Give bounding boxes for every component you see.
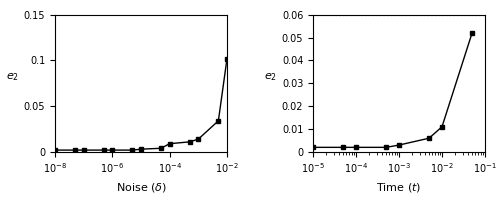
X-axis label: Time ($t$): Time ($t$) <box>376 181 422 194</box>
X-axis label: Noise ($\delta$): Noise ($\delta$) <box>116 181 166 194</box>
Y-axis label: $e_2$: $e_2$ <box>264 72 277 83</box>
Y-axis label: $e_2$: $e_2$ <box>6 72 19 83</box>
